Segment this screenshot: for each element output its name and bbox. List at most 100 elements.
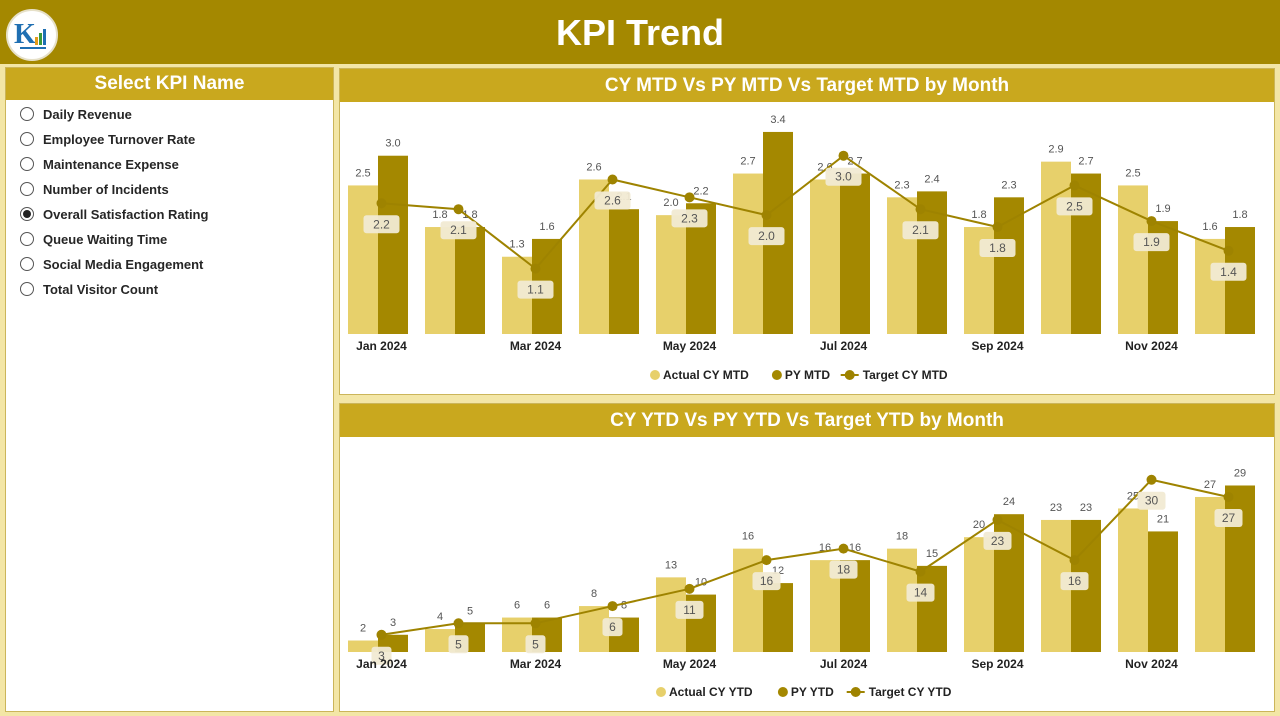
radio-icon[interactable] bbox=[20, 282, 34, 296]
kpi-option[interactable]: Number of Incidents bbox=[20, 180, 169, 198]
ytd-chart-panel: CY YTD Vs PY YTD Vs Target YTD by Month … bbox=[339, 403, 1275, 712]
ytd-chart-title: CY YTD Vs PY YTD Vs Target YTD by Month bbox=[340, 404, 1274, 437]
py-data-label: 1.8 bbox=[1232, 209, 1247, 221]
target-label-bg bbox=[363, 215, 400, 234]
mtd-chart: 2.5 3.0 1.8 1.8 1.3 1.6 2.6 2.1 2.0 2.2 2.7 3.4 2.6 2… bbox=[348, 114, 1255, 382]
py-data-label: 15 bbox=[926, 548, 938, 560]
py-data-label: 2.7 bbox=[1078, 156, 1093, 168]
radio-icon[interactable] bbox=[20, 107, 34, 121]
target-label-bg bbox=[1210, 262, 1247, 281]
legend-marker bbox=[771, 370, 782, 380]
target-data-label: 14 bbox=[914, 586, 928, 600]
kpi-option[interactable]: Maintenance Expense bbox=[20, 155, 179, 173]
kpi-option-label: Maintenance Expense bbox=[43, 156, 179, 172]
target-line bbox=[381, 478, 1229, 636]
target-point bbox=[1069, 555, 1080, 566]
py-data-label: 21 bbox=[1157, 513, 1169, 525]
actual-data-label: 25 bbox=[1127, 490, 1139, 502]
actual-bar bbox=[425, 629, 455, 652]
py-data-label: 24 bbox=[1003, 496, 1015, 508]
target-label-bg bbox=[517, 280, 554, 299]
target-point bbox=[453, 204, 464, 215]
radio-icon[interactable] bbox=[20, 207, 34, 221]
radio-icon[interactable] bbox=[20, 182, 34, 196]
legend-label: Actual CY YTD bbox=[669, 685, 753, 699]
actual-bar bbox=[348, 640, 378, 652]
kpi-option[interactable]: Daily Revenue bbox=[20, 105, 132, 123]
target-label-bg bbox=[825, 167, 862, 186]
target-point bbox=[992, 514, 1003, 525]
py-data-label: 3.0 bbox=[385, 138, 400, 150]
target-data-label: 2.2 bbox=[373, 217, 390, 231]
legend-label: Actual CY MTD bbox=[663, 368, 749, 382]
radio-icon[interactable] bbox=[20, 232, 34, 246]
actual-bar bbox=[656, 215, 686, 334]
target-data-label: 27 bbox=[1222, 511, 1236, 525]
target-point bbox=[838, 150, 849, 161]
target-label-bg bbox=[1137, 491, 1166, 510]
target-data-label: 2.5 bbox=[1066, 199, 1083, 213]
x-tick-label: Jul 2024 bbox=[820, 657, 868, 671]
target-data-label: 16 bbox=[760, 574, 774, 588]
kpi-option-label: Total Visitor Count bbox=[43, 281, 159, 297]
target-point bbox=[607, 174, 618, 185]
target-point bbox=[915, 566, 926, 577]
actual-bar bbox=[733, 173, 763, 334]
target-point bbox=[838, 543, 849, 554]
legend-label: Target CY YTD bbox=[869, 685, 952, 699]
radio-icon[interactable] bbox=[20, 132, 34, 146]
target-data-label: 3 bbox=[378, 649, 385, 663]
target-label-bg bbox=[1214, 508, 1243, 527]
target-data-label: 6 bbox=[609, 620, 616, 634]
actual-bar bbox=[1041, 161, 1071, 334]
svg-text:K: K bbox=[14, 19, 36, 50]
kpi-slicer-panel: Select KPI Name Daily Revenue Employee Tu… bbox=[5, 67, 334, 712]
py-bar bbox=[840, 173, 870, 334]
kpi-option-label: Overall Satisfaction Rating bbox=[43, 206, 209, 222]
target-data-label: 30 bbox=[1145, 494, 1159, 508]
target-data-label: 1.9 bbox=[1143, 235, 1160, 249]
py-data-label: 5 bbox=[467, 605, 473, 617]
target-point bbox=[376, 198, 387, 209]
radio-icon[interactable] bbox=[20, 157, 34, 171]
kpi-option[interactable]: Queue Waiting Time bbox=[20, 230, 167, 248]
target-label-bg bbox=[983, 531, 1012, 550]
actual-data-label: 23 bbox=[1050, 502, 1062, 514]
legend-marker bbox=[656, 687, 666, 697]
target-data-label: 2.1 bbox=[912, 223, 929, 237]
x-tick-label: May 2024 bbox=[663, 339, 717, 353]
py-bar bbox=[917, 565, 947, 652]
target-data-label: 2.3 bbox=[681, 211, 698, 225]
kpi-option[interactable]: Social Media Engagement bbox=[20, 255, 203, 273]
actual-data-label: 2.0 bbox=[663, 197, 678, 209]
target-point bbox=[684, 583, 695, 594]
actual-data-label: 18 bbox=[896, 531, 908, 543]
kpi-option-label: Employee Turnover Rate bbox=[43, 131, 196, 147]
target-label-bg bbox=[440, 221, 477, 240]
actual-data-label: 6 bbox=[514, 600, 520, 612]
x-tick-label: Jan 2024 bbox=[356, 657, 407, 671]
x-tick-label: May 2024 bbox=[663, 657, 717, 671]
target-point bbox=[607, 601, 618, 612]
py-data-label: 1.9 bbox=[1155, 203, 1170, 215]
kpi-option[interactable]: Employee Turnover Rate bbox=[20, 130, 195, 148]
target-point bbox=[684, 192, 695, 203]
x-tick-label: Sep 2024 bbox=[971, 339, 1023, 353]
target-label-bg bbox=[752, 572, 781, 591]
target-label-bg bbox=[902, 221, 939, 240]
kpi-option[interactable]: Overall Satisfaction Rating bbox=[20, 205, 208, 223]
radio-icon[interactable] bbox=[20, 257, 34, 271]
target-point bbox=[1223, 491, 1234, 502]
actual-bar bbox=[1195, 238, 1225, 334]
target-data-label: 2.1 bbox=[450, 223, 467, 237]
header-bar: K KPI Trend bbox=[0, 0, 1280, 64]
actual-data-label: 1.3 bbox=[509, 239, 524, 251]
actual-data-label: 8 bbox=[591, 588, 597, 600]
target-point bbox=[915, 204, 926, 215]
kpi-option[interactable]: Total Visitor Count bbox=[20, 280, 158, 298]
py-data-label: 23 bbox=[1080, 502, 1092, 514]
py-data-label: 1.8 bbox=[462, 209, 477, 221]
legend-label: PY YTD bbox=[791, 685, 834, 699]
target-label-bg bbox=[1133, 233, 1170, 252]
